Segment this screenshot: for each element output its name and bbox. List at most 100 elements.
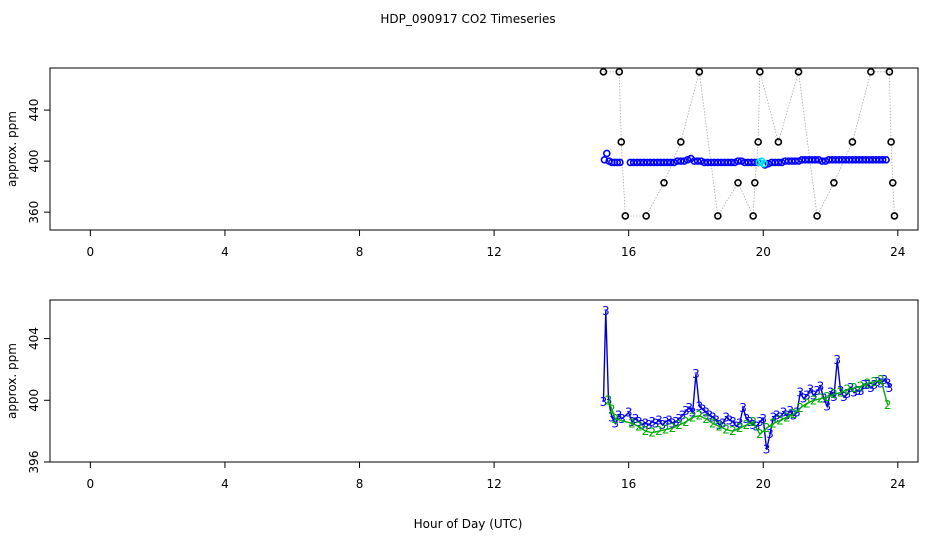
bottom-data-point: 3 <box>652 416 660 430</box>
top-data-point <box>749 212 757 220</box>
bottom-data-point: 2 <box>743 418 751 432</box>
top-data-point <box>794 68 803 76</box>
bottom-data-point: 3 <box>716 418 724 432</box>
bottom-data-point: 3 <box>726 413 734 427</box>
bottom-data-point: 3 <box>669 416 677 430</box>
top-data-point <box>613 158 622 167</box>
bottom-x-tick-label: 4 <box>221 477 229 491</box>
bottom-data-point: 3 <box>759 412 767 426</box>
x-axis-label: Hour of Day (UTC) <box>414 517 523 531</box>
top-data-point <box>887 138 895 146</box>
bottom-data-point: 3 <box>743 412 751 426</box>
bottom-data-point: 3 <box>695 399 703 413</box>
top-data-point <box>760 159 768 168</box>
bottom-data-point: 3 <box>780 406 788 420</box>
bottom-data-point: 2 <box>635 420 643 434</box>
bottom-data-point: 2 <box>669 421 677 435</box>
bottom-data-point: 2 <box>776 413 784 427</box>
bottom-data-point: 3 <box>665 413 673 427</box>
bottom-data-point: 2 <box>611 412 619 426</box>
bottom-data-point: 2 <box>783 410 791 424</box>
top-data-point <box>621 212 630 220</box>
bottom-data-point: 2 <box>884 398 892 412</box>
bottom-data-point: 3 <box>820 392 828 406</box>
bottom-data-point: 3 <box>810 389 818 403</box>
bottom-x-tick-label: 20 <box>756 477 771 491</box>
top-data-point <box>727 158 736 167</box>
bottom-data-point: 2 <box>830 387 838 401</box>
bottom-series-line <box>607 379 889 436</box>
top-data-point <box>666 158 675 167</box>
bottom-data-point: 3 <box>692 367 700 381</box>
bottom-data-point: 2 <box>864 376 872 390</box>
bottom-data-point: 3 <box>833 353 841 367</box>
bottom-data-point: 3 <box>736 416 744 430</box>
top-data-point <box>888 179 897 187</box>
top-data-point <box>602 149 611 158</box>
bottom-data-point: 3 <box>827 386 835 400</box>
bottom-x-tick-label: 0 <box>87 477 95 491</box>
bottom-data-point: 3 <box>733 420 741 434</box>
top-data-point <box>774 158 783 167</box>
bottom-data-point: 2 <box>682 415 690 429</box>
bottom-data-point: 3 <box>783 409 791 423</box>
bottom-data-point: 2 <box>628 416 636 430</box>
bottom-data-point: 3 <box>689 406 697 420</box>
bottom-data-point: 2 <box>608 403 616 417</box>
bottom-data-point: 2 <box>790 407 798 421</box>
bottom-data-point: 3 <box>706 409 714 423</box>
bottom-data-point: 2 <box>722 423 730 437</box>
bottom-data-point: 3 <box>796 386 804 400</box>
top-data-point <box>616 158 624 167</box>
bottom-data-point: 2 <box>850 381 858 395</box>
top-y-tick-label: 440 <box>27 99 41 122</box>
bottom-data-point: 2 <box>763 421 771 435</box>
top-data-point <box>714 212 722 220</box>
top-y-axis-label: approx. ppm <box>5 111 19 187</box>
top-y-tick-label: 400 <box>27 150 41 173</box>
bottom-data-point: 3 <box>786 404 794 418</box>
top-data-point <box>754 138 762 146</box>
top-data-point <box>677 138 685 146</box>
bottom-data-point: 3 <box>803 389 811 403</box>
bottom-data-point: 3 <box>611 416 619 430</box>
bottom-plot-box <box>49 299 919 463</box>
top-data-point <box>756 68 764 76</box>
top-data-point <box>695 68 704 76</box>
top-data-point <box>813 212 821 220</box>
top-data-point <box>751 179 759 187</box>
bottom-y-tick-label: 404 <box>27 327 41 350</box>
bottom-data-point: 3 <box>658 418 666 432</box>
bottom-y-tick-label: 400 <box>27 389 41 412</box>
top-data-point <box>867 68 875 76</box>
bottom-data-point: 3 <box>877 376 885 390</box>
top-data-point <box>818 157 826 165</box>
bottom-data-point: 2 <box>675 418 683 432</box>
top-data-point <box>890 212 899 220</box>
bottom-x-tick-label: 16 <box>621 477 636 491</box>
bottom-data-point: 3 <box>628 415 636 429</box>
bottom-data-point: 3 <box>773 409 781 423</box>
bottom-data-point: 2 <box>796 401 804 415</box>
bottom-data-point: 3 <box>719 416 727 430</box>
bottom-data-point: 2 <box>662 423 670 437</box>
top-x-tick-label: 8 <box>356 245 364 259</box>
bottom-data-point: 2 <box>605 393 613 407</box>
bottom-data-point: 3 <box>625 406 633 420</box>
bottom-data-point: 2 <box>756 427 764 441</box>
bottom-data-point: 2 <box>695 409 703 423</box>
bottom-data-point: 3 <box>770 410 778 424</box>
bottom-data-point: 3 <box>638 418 646 432</box>
bottom-data-point: 2 <box>648 426 656 440</box>
bottom-data-point: 3 <box>844 387 852 401</box>
bottom-data-point: 3 <box>756 415 764 429</box>
bottom-data-point: 3 <box>776 410 784 424</box>
bottom-data-point: 2 <box>702 412 710 426</box>
bottom-data-point: 2 <box>716 420 724 434</box>
bottom-data-point: 2 <box>642 424 650 438</box>
bottom-data-point: 2 <box>817 392 825 406</box>
top-data-point <box>617 138 626 146</box>
bottom-data-point: 3 <box>813 384 821 398</box>
top-x-tick-label: 16 <box>621 245 636 259</box>
top-data-point <box>811 156 820 164</box>
